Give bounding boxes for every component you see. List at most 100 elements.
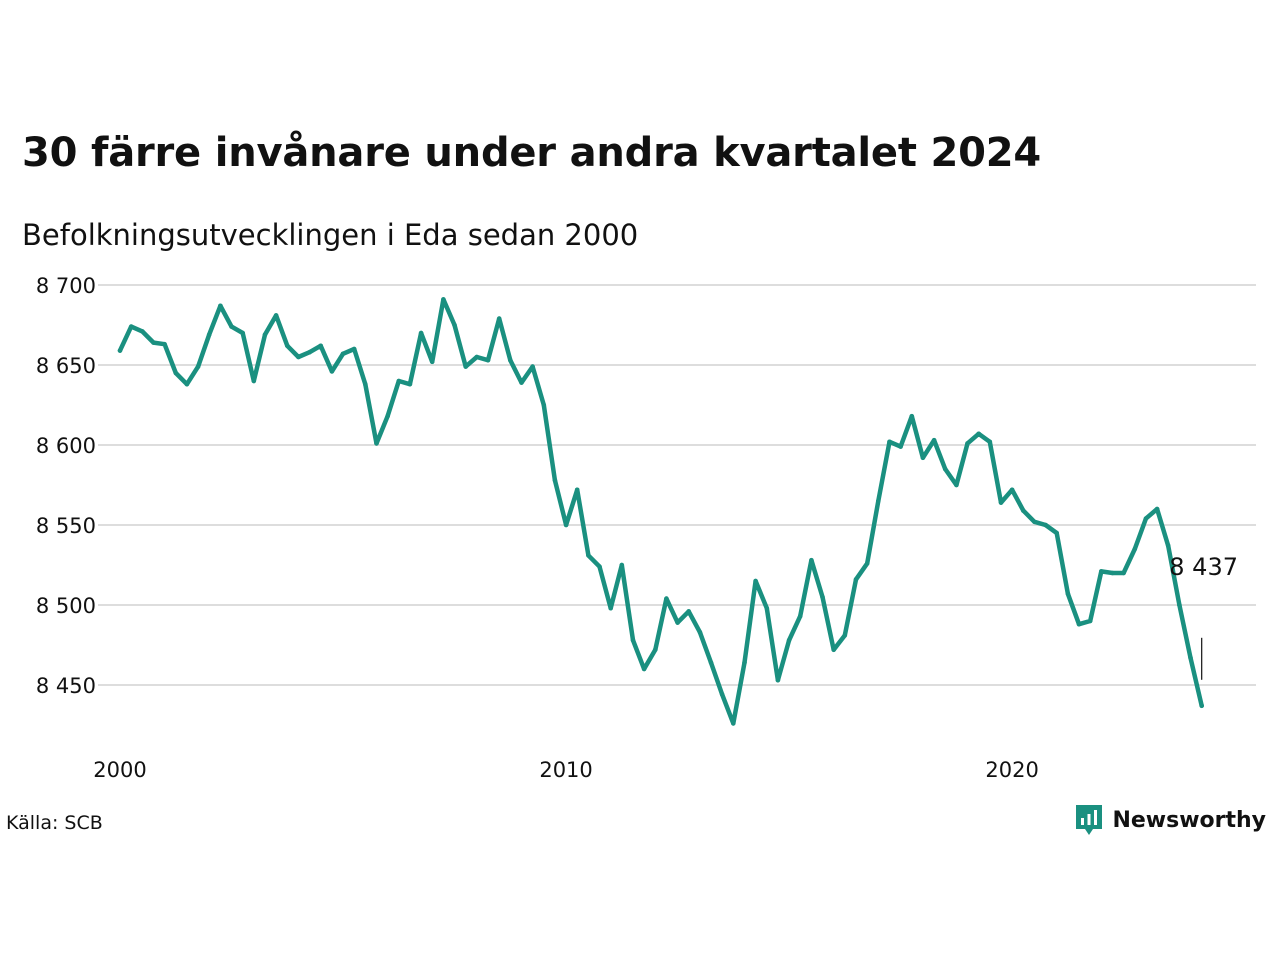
data-point <box>1154 506 1160 512</box>
data-point <box>976 431 981 437</box>
data-point <box>1065 591 1071 597</box>
data-point <box>318 343 324 349</box>
data-point <box>1099 569 1104 574</box>
data-point <box>954 482 959 488</box>
data-point <box>920 455 926 461</box>
brand-logo: Newsworthy <box>1074 803 1266 837</box>
data-point <box>396 378 402 384</box>
chart-subtitle: Befolkningsutvecklingen i Eda sedan 2000 <box>22 218 639 252</box>
data-point <box>307 349 312 355</box>
data-point <box>831 647 836 653</box>
data-point <box>329 369 335 374</box>
data-point <box>898 444 903 449</box>
data-point <box>1143 516 1149 521</box>
data-point <box>965 441 970 446</box>
data-point <box>820 594 825 600</box>
data-point <box>351 346 357 352</box>
data-point <box>206 332 212 337</box>
y-tick-label: 8 650 <box>36 354 96 378</box>
data-point <box>853 577 859 582</box>
x-axis-ticks: 2000 2010 2020 <box>93 758 1039 782</box>
data-point <box>1076 621 1082 627</box>
data-point <box>708 660 714 665</box>
data-point <box>218 303 223 309</box>
data-point <box>519 380 524 385</box>
data-point <box>463 364 469 369</box>
data-point <box>653 647 658 653</box>
data-point <box>942 466 948 472</box>
data-point <box>1054 530 1059 536</box>
end-value-label: 8 437 <box>1169 553 1238 581</box>
x-tick-label: 2010 <box>539 758 592 782</box>
data-point <box>697 629 703 635</box>
brand-name: Newsworthy <box>1112 807 1266 833</box>
source-note: Källa: SCB <box>6 812 103 834</box>
data-point <box>418 330 424 336</box>
newsworthy-logo-icon <box>1076 805 1103 835</box>
data-point <box>1087 618 1093 624</box>
data-point <box>775 677 781 683</box>
data-point <box>441 297 446 302</box>
data-point <box>1177 602 1182 608</box>
data-point <box>429 359 435 365</box>
y-tick-label: 8 450 <box>36 674 96 698</box>
data-point <box>1110 570 1115 576</box>
data-point <box>563 522 569 528</box>
data-point <box>842 633 848 638</box>
data-point <box>240 330 245 336</box>
data-point <box>586 553 591 558</box>
data-point <box>552 477 558 483</box>
data-point <box>909 413 915 419</box>
data-point <box>1009 487 1015 493</box>
data-point <box>731 721 736 726</box>
data-point <box>151 340 156 345</box>
data-point <box>876 498 881 504</box>
data-point <box>496 316 502 321</box>
data-point <box>452 322 457 328</box>
data-point <box>530 364 535 369</box>
data-point <box>273 313 279 318</box>
data-point <box>1188 655 1193 661</box>
data-point <box>162 341 167 347</box>
data-point <box>508 357 513 363</box>
data-point <box>641 666 647 672</box>
data-point <box>864 561 870 566</box>
data-point <box>541 402 547 408</box>
end-annotation: 8 437 <box>1169 553 1238 680</box>
data-point <box>797 613 803 619</box>
data-point <box>1199 703 1204 709</box>
data-point <box>363 381 368 387</box>
y-tick-label: 8 700 <box>36 274 96 298</box>
data-point <box>664 596 669 601</box>
data-point <box>173 370 179 376</box>
data-point <box>1165 543 1171 549</box>
data-point <box>1021 508 1026 513</box>
data-point <box>742 660 747 665</box>
y-axis-ticks: 8 450 8 500 8 550 8 600 8 650 8 700 <box>36 274 96 698</box>
grid-lines <box>98 284 1256 686</box>
data-point <box>128 324 134 329</box>
data-point <box>117 348 123 353</box>
data-point <box>931 437 937 443</box>
series-group <box>117 297 1204 726</box>
data-point <box>809 557 814 563</box>
data-point <box>385 413 390 419</box>
data-point <box>887 439 892 445</box>
data-point <box>407 381 413 387</box>
data-point <box>574 487 580 493</box>
data-point <box>686 609 691 614</box>
data-point <box>1032 519 1037 525</box>
x-tick-label: 2000 <box>93 758 146 782</box>
data-point <box>753 578 758 584</box>
data-point <box>675 620 680 625</box>
data-point <box>597 564 602 569</box>
data-point <box>630 637 636 643</box>
data-point <box>998 500 1004 505</box>
data-point <box>195 364 201 369</box>
y-tick-label: 8 500 <box>36 594 96 618</box>
data-point <box>374 441 379 446</box>
data-point <box>285 343 290 349</box>
data-point <box>262 332 268 337</box>
data-point <box>140 329 145 334</box>
